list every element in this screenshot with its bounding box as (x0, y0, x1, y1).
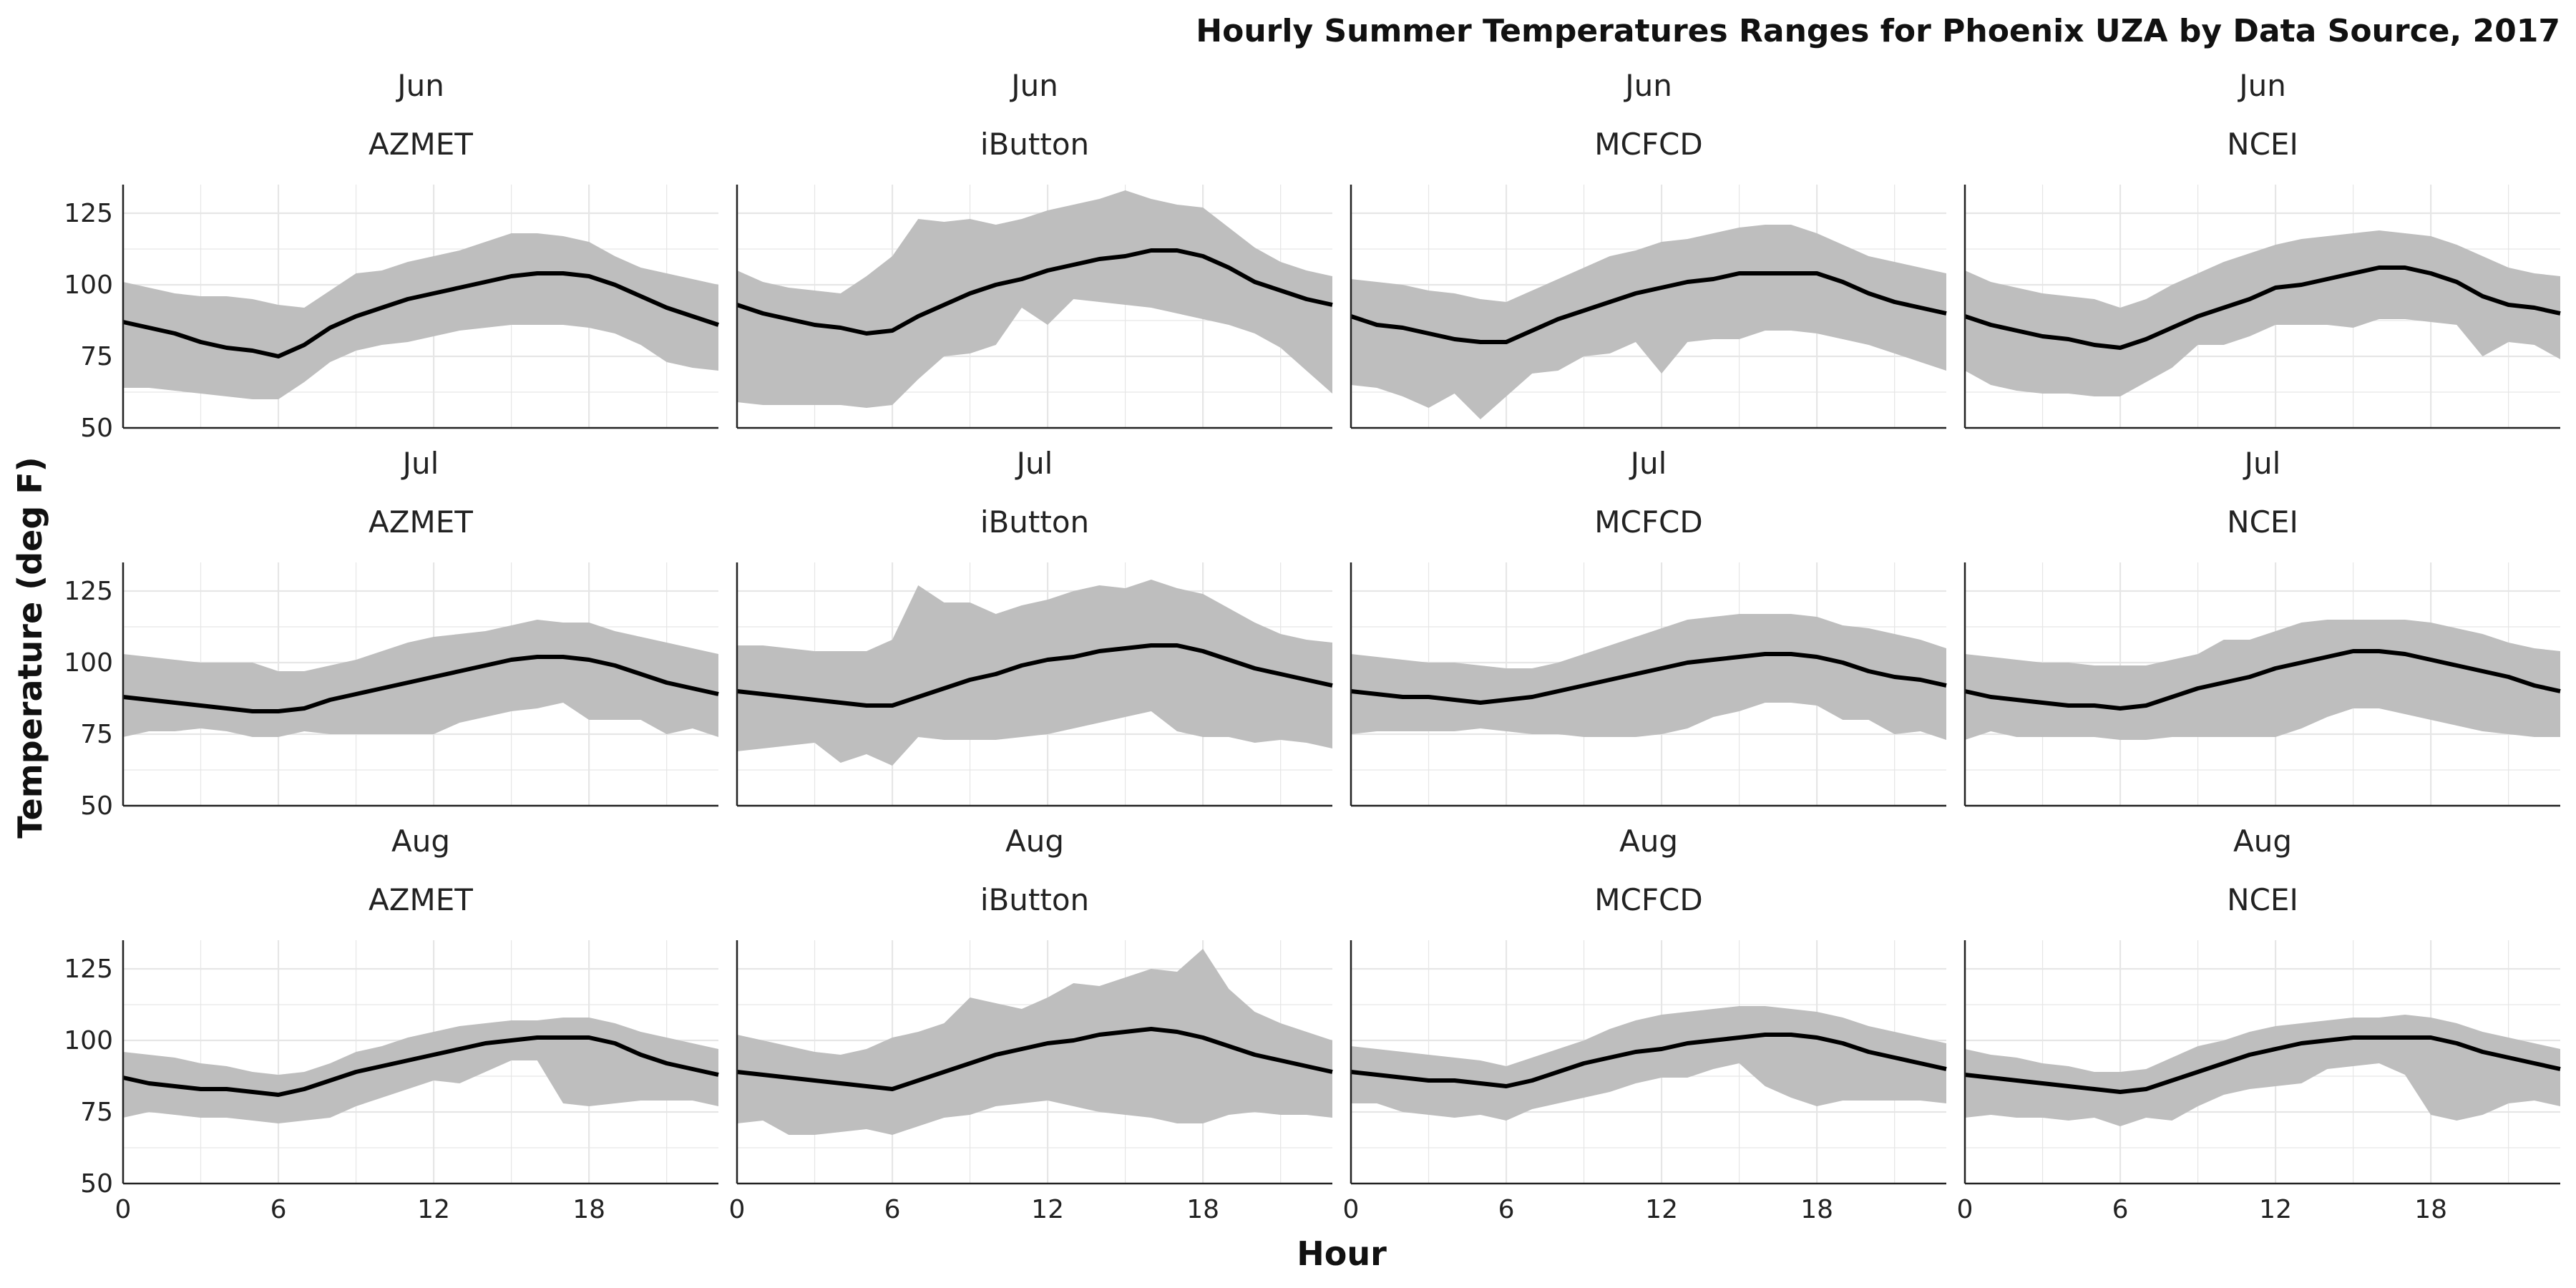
strip-source-label: MCFCD (1594, 127, 1702, 162)
strip-month-label: Jul (1015, 446, 1053, 481)
mean-line (122, 271, 719, 358)
range-band (1351, 225, 1946, 419)
mean-line (1350, 652, 1947, 705)
y-axis-title: Temperature (deg F) (11, 457, 49, 838)
range-band (123, 1018, 718, 1123)
y-tick-label: 125 (64, 955, 113, 984)
mean-line (736, 248, 1333, 336)
range-band (737, 580, 1332, 766)
x-tick-label: 12 (2259, 1195, 2292, 1224)
chart-title: Hourly Summer Temperatures Ranges for Ph… (1196, 13, 2560, 49)
y-tick-label: 50 (80, 791, 113, 821)
x-axis-title: Hour (1297, 1234, 1387, 1273)
range-band (737, 190, 1332, 408)
panel-aug-ncei: Aug NCEI 0 6 12 18 (1957, 824, 2561, 1224)
panel-grid: Jun AZMET 50 75 100 125 Jun iButton Jun MCFCD Jun N… (64, 68, 2561, 1224)
strip-month-label: Jun (395, 68, 444, 103)
strip-source-label: iButton (980, 504, 1089, 540)
mean-line (1964, 265, 2561, 350)
y-tick-label: 100 (64, 648, 113, 678)
y-tick-label: 75 (80, 720, 113, 749)
mean-line (122, 655, 719, 713)
panel-jun-mcfcd: Jun MCFCD (1350, 68, 1947, 429)
y-tick-label: 50 (80, 1169, 113, 1199)
strip-source-label: iButton (980, 127, 1089, 162)
panel-jun-azmet: Jun AZMET 50 75 100 125 (64, 68, 719, 443)
x-tick-label: 0 (1957, 1195, 1974, 1224)
x-tick-label: 18 (1800, 1195, 1833, 1224)
y-tick-label: 50 (80, 414, 113, 443)
x-tick-label: 6 (1498, 1195, 1515, 1224)
panel-jun-ncei: Jun NCEI (1963, 68, 2561, 429)
panel-jul-ncei: Jul NCEI (1963, 446, 2561, 807)
mean-line (1350, 271, 1947, 344)
x-tick-label: 0 (729, 1195, 746, 1224)
strip-month-label: Aug (1005, 824, 1064, 859)
y-tick-label: 100 (64, 270, 113, 300)
strip-source-label: iButton (980, 882, 1089, 917)
strip-source-label: NCEI (2227, 882, 2298, 917)
x-tick-label: 12 (417, 1195, 450, 1224)
range-band (1965, 230, 2560, 396)
strip-source-label: NCEI (2227, 127, 2298, 162)
range-band (123, 233, 718, 399)
x-tick-label: 18 (572, 1195, 605, 1224)
strip-month-label: Jun (1623, 68, 1672, 103)
strip-month-label: Jul (2243, 446, 2281, 481)
strip-source-label: NCEI (2227, 504, 2298, 540)
strip-month-label: Jun (2237, 68, 2286, 103)
x-tick-label: 0 (115, 1195, 132, 1224)
panel-jul-ibutton: Jul iButton (736, 446, 1333, 807)
x-tick-label: 6 (270, 1195, 287, 1224)
strip-month-label: Aug (391, 824, 450, 859)
y-tick-label: 125 (64, 577, 113, 606)
strip-month-label: Aug (2233, 824, 2292, 859)
panel-aug-mcfcd: Aug MCFCD 0 6 12 18 (1343, 824, 1947, 1224)
strip-source-label: MCFCD (1594, 882, 1702, 917)
mean-line (1350, 1033, 1947, 1088)
y-tick-label: 75 (80, 1098, 113, 1127)
panel-jul-azmet: Jul AZMET 50 75 100 125 (64, 446, 719, 821)
strip-month-label: Jul (401, 446, 439, 481)
x-tick-label: 12 (1031, 1195, 1064, 1224)
y-tick-label: 100 (64, 1026, 113, 1055)
x-tick-label: 18 (2414, 1195, 2447, 1224)
x-tick-label: 0 (1343, 1195, 1360, 1224)
y-tick-label: 75 (80, 342, 113, 371)
x-tick-label: 6 (2112, 1195, 2129, 1224)
panel-jul-mcfcd: Jul MCFCD (1350, 446, 1947, 807)
x-tick-label: 18 (1186, 1195, 1219, 1224)
strip-month-label: Jul (1629, 446, 1667, 481)
range-band (1351, 614, 1946, 740)
strip-month-label: Aug (1619, 824, 1678, 859)
strip-source-label: MCFCD (1594, 504, 1702, 540)
panel-aug-azmet: Aug AZMET 50 75 100 125 0 6 12 18 (64, 824, 719, 1224)
x-tick-label: 6 (884, 1195, 901, 1224)
panel-aug-ibutton: Aug iButton 0 6 12 18 (729, 824, 1333, 1224)
y-tick-label: 125 (64, 199, 113, 228)
range-band (737, 949, 1332, 1135)
strip-source-label: AZMET (369, 127, 473, 162)
panel-jun-ibutton: Jun iButton (736, 68, 1333, 429)
strip-source-label: AZMET (369, 504, 473, 540)
strip-month-label: Jun (1009, 68, 1058, 103)
mean-line (1964, 1035, 2561, 1094)
x-tick-label: 12 (1645, 1195, 1678, 1224)
strip-source-label: AZMET (369, 882, 473, 917)
mean-line (736, 1027, 1333, 1091)
range-band (1965, 1015, 2560, 1126)
range-band (1965, 620, 2560, 740)
mean-line (122, 1035, 719, 1097)
range-band (1351, 1006, 1946, 1121)
mean-line (1964, 649, 2561, 711)
mean-line (736, 643, 1333, 708)
